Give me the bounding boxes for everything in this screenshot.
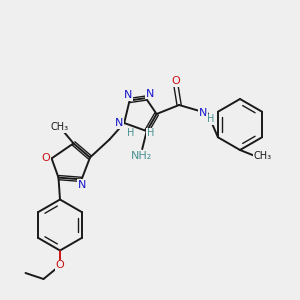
Text: N: N [199,108,207,118]
Text: O: O [56,260,64,271]
Text: N: N [77,180,86,190]
Text: CH₃: CH₃ [50,122,68,132]
Text: H: H [147,128,154,139]
Text: NH₂: NH₂ [131,151,152,161]
Text: H: H [127,128,134,139]
Text: N: N [115,118,123,128]
Text: O: O [42,153,51,164]
Text: O: O [171,76,180,86]
Text: H: H [207,114,214,124]
Text: N: N [146,88,154,99]
Text: N: N [124,90,132,100]
Text: CH₃: CH₃ [254,151,272,161]
